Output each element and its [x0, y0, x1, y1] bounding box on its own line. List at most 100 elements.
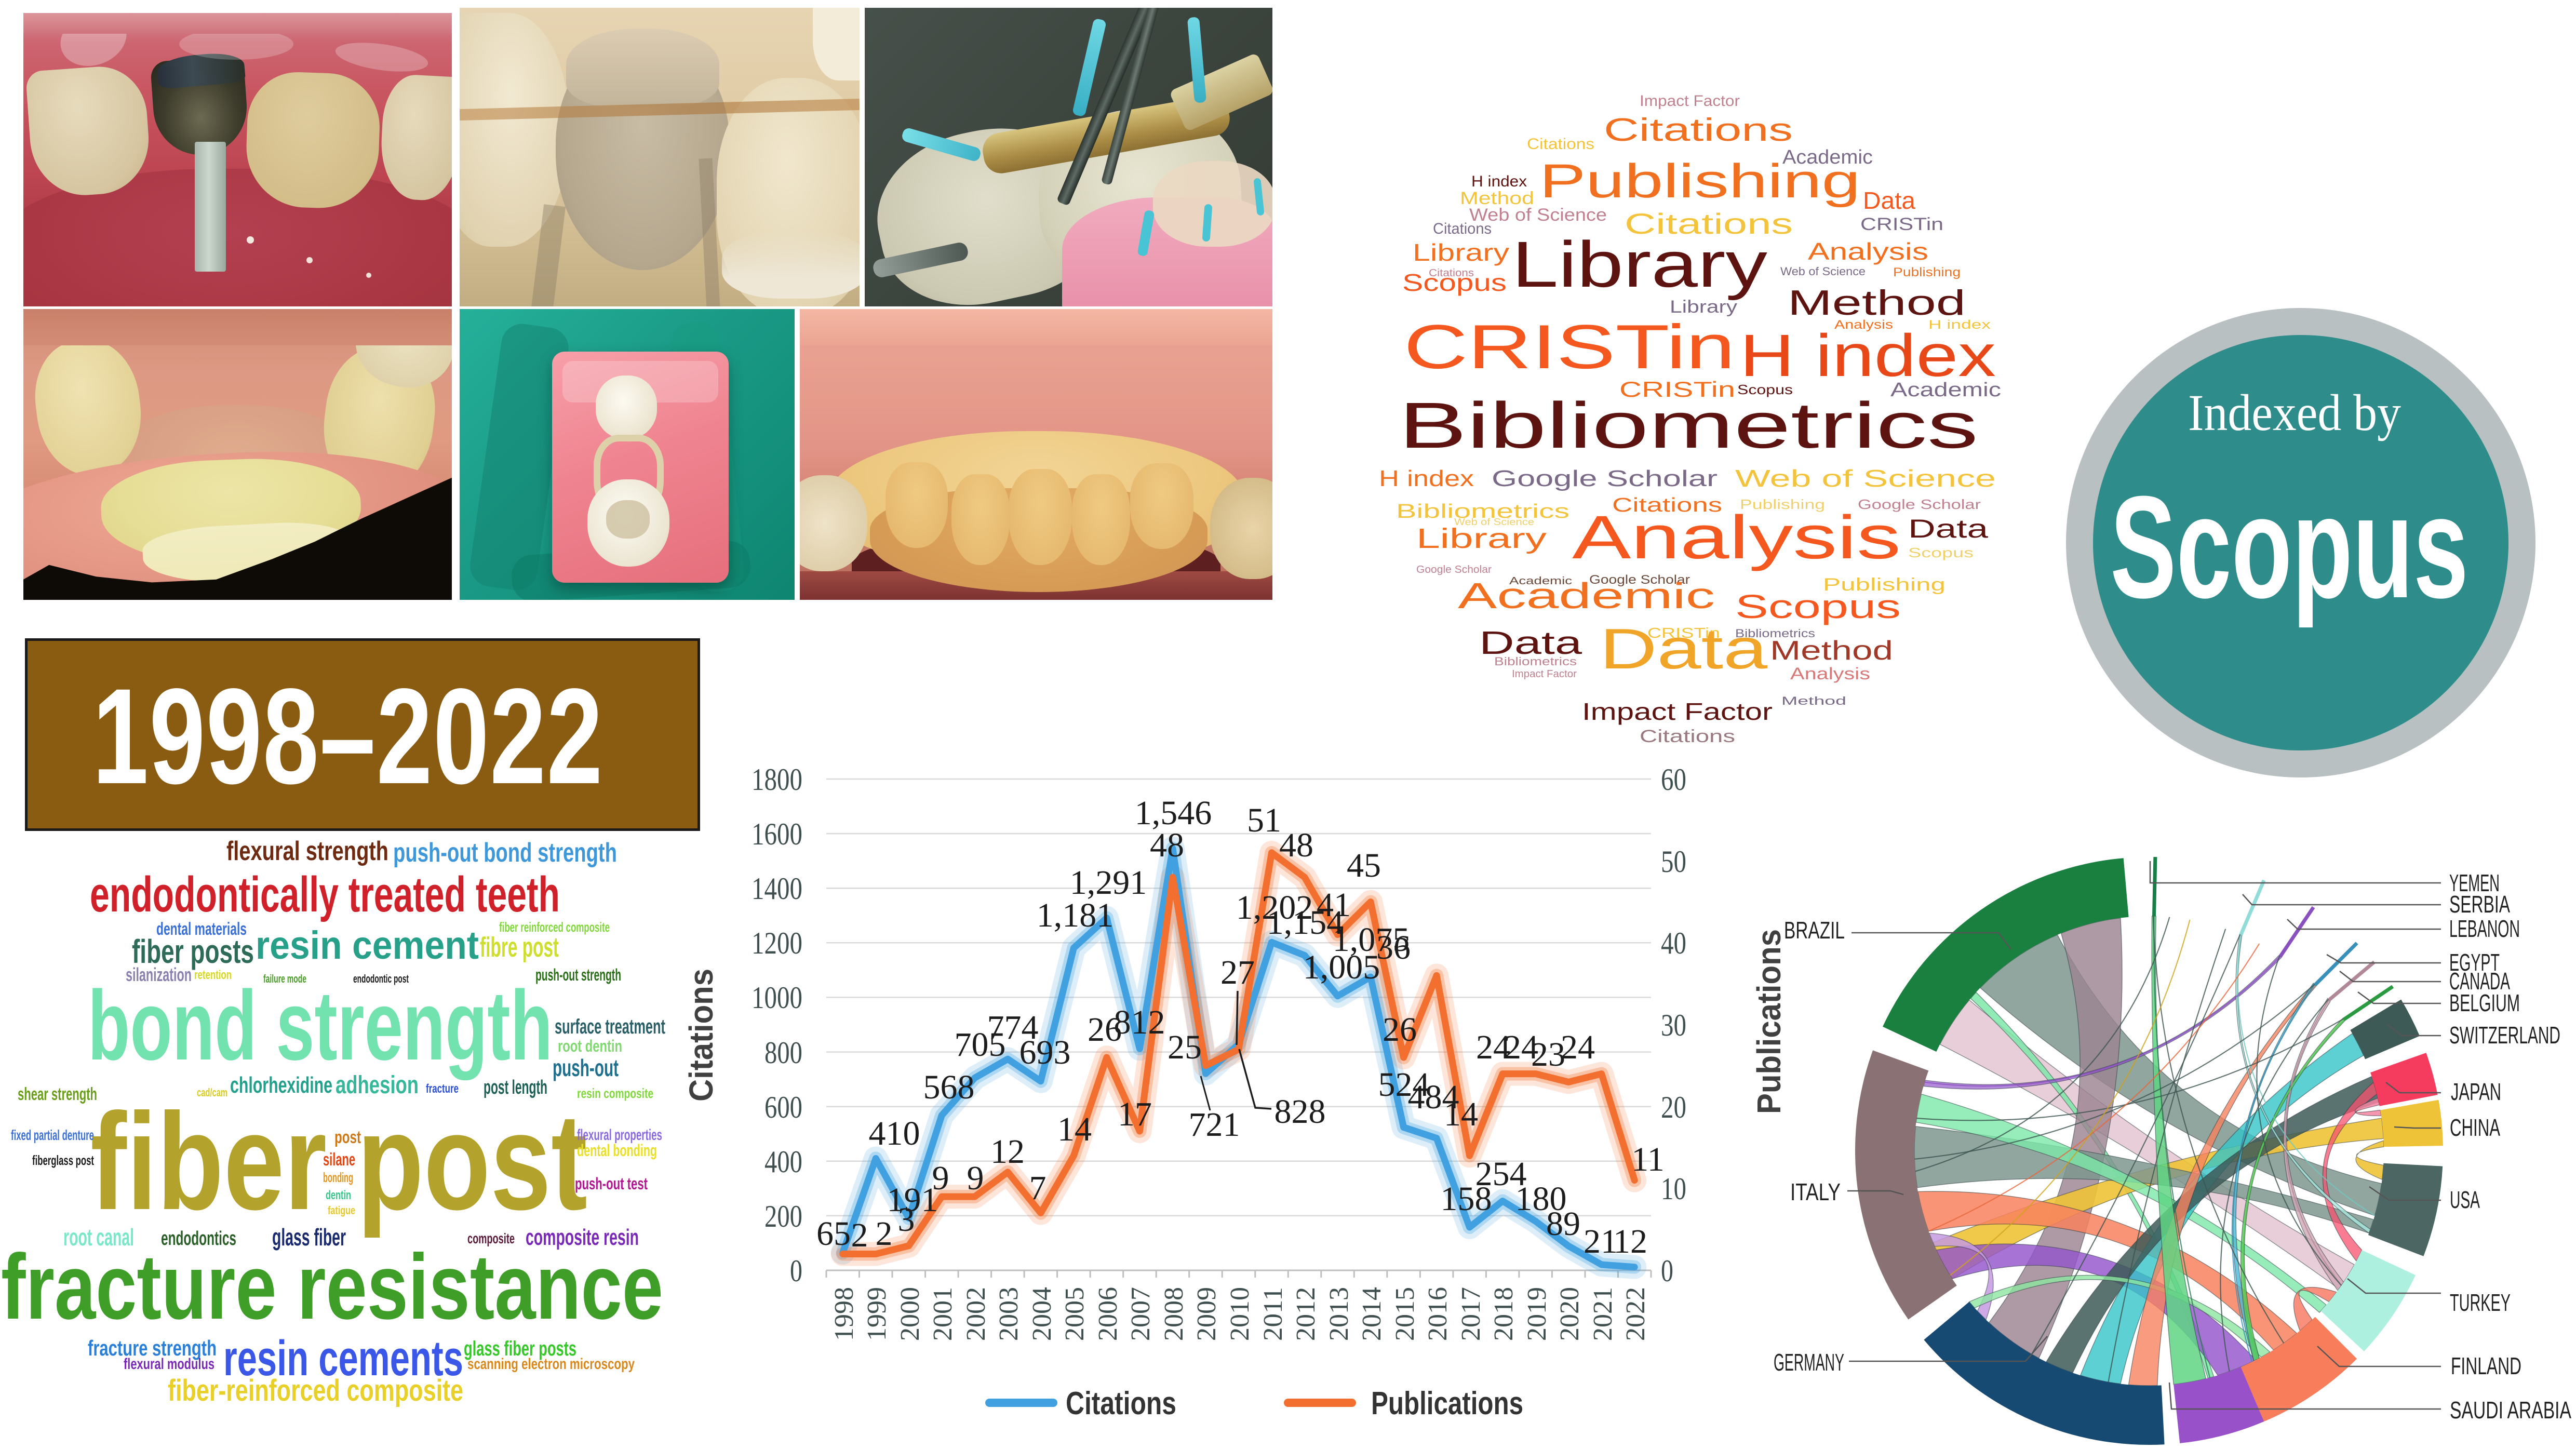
svg-text:Publishing: Publishing	[1539, 155, 1860, 208]
svg-text:2012: 2012	[1291, 1287, 1321, 1341]
svg-text:retention: retention	[194, 968, 232, 982]
svg-text:48: 48	[1279, 826, 1313, 864]
svg-text:composite resin: composite resin	[526, 1225, 639, 1250]
svg-text:1,154: 1,154	[1267, 904, 1344, 942]
svg-text:1400: 1400	[752, 871, 802, 906]
svg-text:Academic: Academic	[1890, 379, 2001, 401]
svg-text:24: 24	[1476, 1028, 1510, 1066]
svg-text:410: 410	[869, 1115, 920, 1152]
svg-text:51: 51	[1247, 801, 1281, 839]
svg-text:2003: 2003	[994, 1287, 1024, 1341]
svg-text:fixed partial denture: fixed partial denture	[11, 1127, 94, 1143]
svg-text:12: 12	[1613, 1223, 1647, 1260]
svg-text:Google Scholar: Google Scholar	[1492, 466, 1718, 491]
svg-text:Analysis: Analysis	[1790, 664, 1870, 683]
svg-text:774: 774	[987, 1009, 1039, 1046]
svg-text:TURKEY: TURKEY	[2450, 1289, 2511, 1316]
svg-text:254: 254	[1475, 1155, 1527, 1193]
svg-text:2: 2	[876, 1215, 893, 1253]
svg-text:89: 89	[1546, 1205, 1580, 1243]
svg-text:fiber reinforced composite: fiber reinforced composite	[499, 919, 610, 935]
svg-text:Library: Library	[1512, 229, 1768, 301]
svg-text:1,181: 1,181	[1037, 896, 1114, 934]
svg-text:828: 828	[1274, 1093, 1326, 1131]
svg-text:24: 24	[1504, 1028, 1538, 1066]
svg-text:CRISTin: CRISTin	[1619, 377, 1735, 401]
svg-text:26: 26	[1088, 1011, 1122, 1049]
svg-text:EGYPT: EGYPT	[2449, 949, 2500, 976]
svg-text:50: 50	[1661, 844, 1686, 879]
svg-text:2013: 2013	[1324, 1287, 1354, 1341]
svg-text:800: 800	[764, 1036, 802, 1070]
svg-text:Google Scholar: Google Scholar	[1858, 497, 1981, 512]
svg-text:11: 11	[1631, 1141, 1665, 1178]
svg-text:Web of Science: Web of Science	[1469, 205, 1607, 225]
svg-text:GERMANY: GERMANY	[1774, 1349, 1844, 1376]
svg-text:2007: 2007	[1126, 1287, 1156, 1341]
svg-text:2019: 2019	[1522, 1287, 1552, 1341]
svg-text:fiberglass post: fiberglass post	[32, 1152, 94, 1168]
svg-text:600: 600	[764, 1090, 802, 1124]
svg-text:Academic: Academic	[1509, 575, 1572, 587]
svg-text:silane: silane	[323, 1150, 355, 1170]
svg-text:YEMEN: YEMEN	[2449, 869, 2500, 896]
svg-text:14: 14	[1057, 1110, 1092, 1148]
svg-text:post length: post length	[484, 1077, 547, 1098]
svg-text:1800: 1800	[752, 762, 802, 797]
svg-text:24: 24	[1561, 1028, 1595, 1066]
svg-text:20: 20	[1661, 1090, 1686, 1124]
svg-text:CHINA: CHINA	[2450, 1114, 2500, 1141]
svg-text:Citations: Citations	[1527, 136, 1594, 153]
svg-text:fatigue: fatigue	[328, 1204, 355, 1217]
svg-text:endodontically treated teeth: endodontically treated teeth	[90, 867, 560, 922]
svg-text:SERBIA: SERBIA	[2449, 891, 2510, 918]
svg-text:Bibliometrics: Bibliometrics	[1494, 655, 1577, 668]
svg-text:9: 9	[932, 1159, 949, 1197]
svg-text:H index: H index	[1471, 173, 1527, 190]
svg-text:H index: H index	[1740, 323, 1996, 389]
svg-text:2016: 2016	[1423, 1287, 1453, 1341]
svg-text:CRISTin: CRISTin	[1647, 625, 1720, 641]
svg-text:fiber post: fiber post	[90, 1085, 587, 1239]
svg-text:2005: 2005	[1060, 1287, 1090, 1341]
svg-text:bonding: bonding	[323, 1170, 353, 1185]
svg-text:12: 12	[990, 1133, 1025, 1171]
svg-text:524: 524	[1378, 1066, 1430, 1104]
svg-text:1999: 1999	[862, 1287, 892, 1341]
svg-text:Academic: Academic	[1782, 146, 1873, 168]
svg-text:Analysis: Analysis	[1834, 318, 1893, 332]
svg-text:SWITZERLAND: SWITZERLAND	[2449, 1022, 2560, 1049]
svg-text:fiber-reinforced composite: fiber-reinforced composite	[168, 1374, 463, 1407]
svg-text:Analysis: Analysis	[1808, 238, 1928, 265]
svg-text:1,075: 1,075	[1333, 921, 1410, 959]
svg-text:41: 41	[1317, 886, 1351, 924]
svg-text:scanning electron microscopy: scanning electron microscopy	[467, 1356, 635, 1373]
svg-text:Scopus: Scopus	[2110, 466, 2468, 629]
svg-text:Citations: Citations	[1066, 1386, 1176, 1421]
svg-text:fracture: fracture	[426, 1082, 459, 1096]
svg-text:JAPAN: JAPAN	[2451, 1078, 2501, 1105]
svg-text:705: 705	[955, 1026, 1006, 1064]
svg-text:Google Scholar: Google Scholar	[1589, 573, 1690, 587]
svg-text:Web of Science: Web of Science	[1454, 517, 1534, 527]
svg-text:0: 0	[1661, 1254, 1673, 1288]
svg-text:Method: Method	[1770, 636, 1893, 666]
svg-text:158: 158	[1441, 1180, 1492, 1218]
svg-text:glass fiber posts: glass fiber posts	[464, 1337, 576, 1360]
svg-text:CANADA: CANADA	[2449, 968, 2510, 995]
svg-text:flexural properties: flexural properties	[577, 1126, 662, 1144]
svg-text:LEBANON: LEBANON	[2449, 915, 2520, 942]
svg-text:endodontic post: endodontic post	[353, 972, 409, 985]
svg-text:flexural modulus: flexural modulus	[124, 1356, 214, 1373]
svg-text:Library: Library	[1413, 239, 1509, 266]
svg-text:10: 10	[1661, 1172, 1686, 1206]
svg-text:Publications: Publications	[1750, 929, 1788, 1114]
svg-text:dental materials: dental materials	[156, 919, 247, 939]
svg-text:45: 45	[1347, 847, 1381, 884]
svg-text:36: 36	[1376, 929, 1411, 967]
svg-text:65: 65	[816, 1215, 851, 1253]
svg-text:2021: 2021	[1588, 1287, 1618, 1341]
svg-text:191: 191	[887, 1181, 938, 1219]
svg-text:2001: 2001	[928, 1287, 958, 1341]
svg-text:H index: H index	[1928, 318, 1991, 332]
